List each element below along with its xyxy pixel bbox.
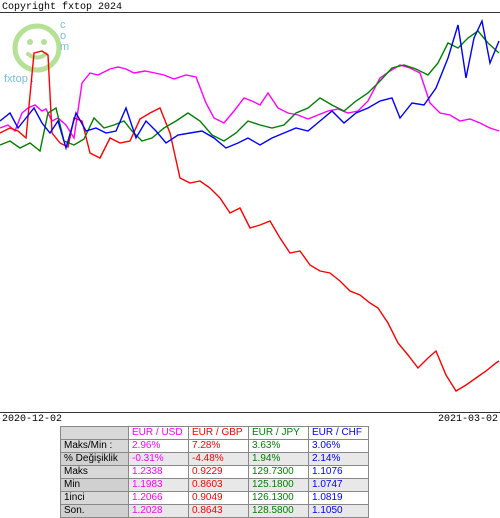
x-axis-line [0,412,500,413]
row-label: Maks/Min : [61,440,129,453]
col-header: EUR / JPY [249,427,309,440]
table-cell: 125.1800 [249,479,309,492]
row-label: 1inci [61,492,129,505]
table-cell: 128.5800 [249,505,309,518]
table-cell: -4.48% [189,453,249,466]
table-cell: 0.8643 [189,505,249,518]
table-cell: 7.28% [189,440,249,453]
table-cell: 3.06% [309,440,369,453]
table-cell: 0.9229 [189,466,249,479]
table-cell: 1.2338 [129,466,189,479]
stats-table: EUR / USDEUR / GBPEUR / JPYEUR / CHF Maks… [60,426,369,518]
col-header: EUR / CHF [309,427,369,440]
row-label: Son. [61,505,129,518]
line-chart [0,13,500,413]
table-cell: 3.63% [249,440,309,453]
col-header: EUR / USD [129,427,189,440]
x-start-date: 2020-12-02 [2,414,62,425]
table-cell: 1.0819 [309,492,369,505]
table-cell: -0.31% [129,453,189,466]
table-cell: 1.2066 [129,492,189,505]
row-label: Maks [61,466,129,479]
table-cell: 1.0747 [309,479,369,492]
table-cell: 1.1983 [129,479,189,492]
table-cell: 2.96% [129,440,189,453]
table-cell: 1.1050 [309,505,369,518]
table-cell: 2.14% [309,453,369,466]
row-label: % Değişiklik [61,453,129,466]
x-end-date: 2021-03-02 [438,414,498,425]
table-cell: 1.1076 [309,466,369,479]
table-cell: 1.2028 [129,505,189,518]
table-cell: 126.1300 [249,492,309,505]
chart-area [0,12,500,412]
table-cell: 129.7300 [249,466,309,479]
col-header: EUR / GBP [189,427,249,440]
series-eur-usd [0,65,499,138]
row-label: Min [61,479,129,492]
table-cell: 0.8603 [189,479,249,492]
table-cell: 0.9049 [189,492,249,505]
table-corner [61,427,129,440]
series-eur-gbp [0,51,499,391]
table-cell: 1.94% [249,453,309,466]
